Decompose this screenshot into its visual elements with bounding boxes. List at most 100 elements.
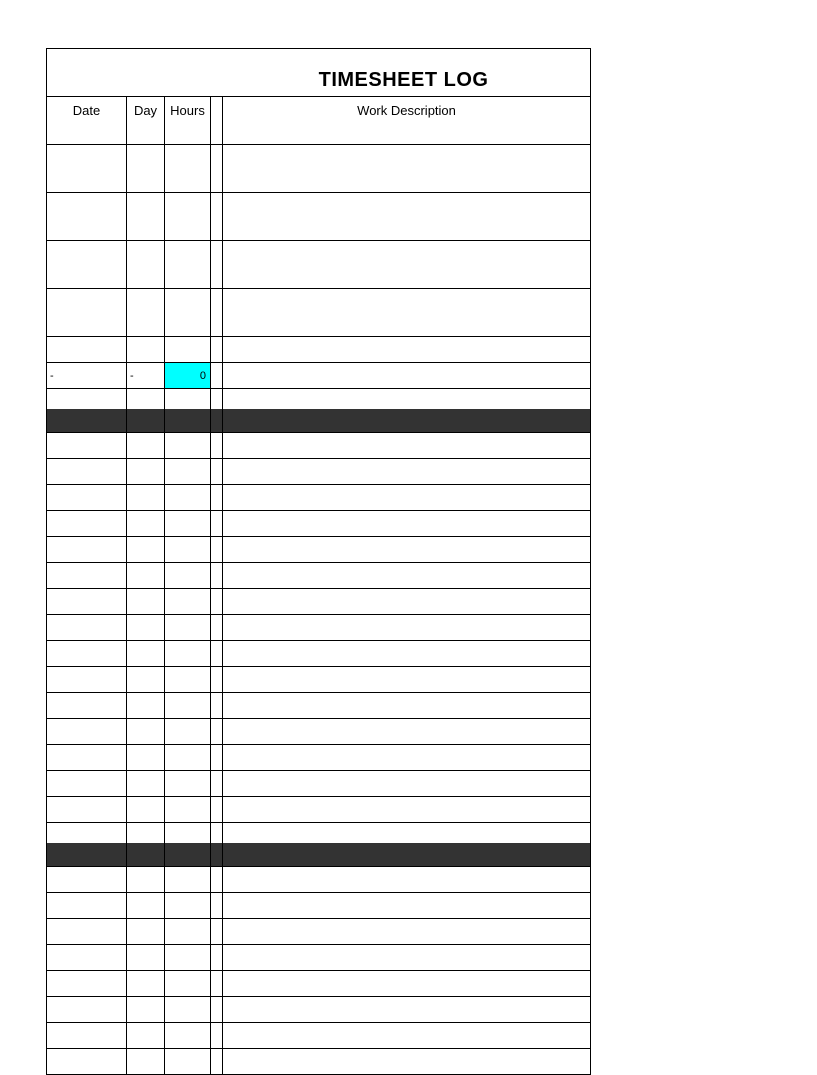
table-cell bbox=[211, 485, 223, 511]
table-cell bbox=[165, 919, 211, 945]
table-cell bbox=[47, 511, 127, 537]
table-cell bbox=[165, 615, 211, 641]
table-cell bbox=[127, 389, 165, 409]
table-cell bbox=[47, 893, 127, 919]
page-title: TIMESHEET LOG bbox=[217, 69, 590, 92]
table-cell bbox=[165, 459, 211, 485]
table-cell bbox=[127, 667, 165, 693]
table-row bbox=[47, 289, 591, 337]
table-cell bbox=[47, 459, 127, 485]
table-row bbox=[47, 241, 591, 289]
table-cell bbox=[165, 667, 211, 693]
table-cell bbox=[165, 797, 211, 823]
table-cell bbox=[223, 1049, 591, 1075]
table-cell bbox=[127, 823, 165, 843]
table-cell bbox=[211, 241, 223, 289]
table-cell bbox=[211, 615, 223, 641]
separator-row bbox=[211, 843, 223, 867]
table-row bbox=[47, 667, 591, 693]
table-cell bbox=[165, 867, 211, 893]
table-cell bbox=[165, 563, 211, 589]
table-cell bbox=[47, 537, 127, 563]
table-row bbox=[47, 1023, 591, 1049]
separator-row bbox=[47, 843, 127, 867]
table-cell bbox=[223, 459, 591, 485]
column-gap bbox=[211, 363, 223, 389]
table-row bbox=[47, 1049, 591, 1075]
table-row bbox=[47, 563, 591, 589]
table-row bbox=[47, 971, 591, 997]
table-cell bbox=[165, 719, 211, 745]
separator-row bbox=[223, 843, 591, 867]
table-cell bbox=[165, 971, 211, 997]
table-cell bbox=[223, 745, 591, 771]
table-cell bbox=[223, 289, 591, 337]
table-row bbox=[47, 693, 591, 719]
table-cell bbox=[165, 241, 211, 289]
table-cell bbox=[47, 145, 127, 193]
table-row bbox=[47, 919, 591, 945]
table-cell bbox=[211, 893, 223, 919]
totals-desc bbox=[223, 363, 591, 389]
table-cell bbox=[127, 719, 165, 745]
separator-row bbox=[165, 409, 211, 433]
table-cell bbox=[165, 389, 211, 409]
table-cell bbox=[47, 693, 127, 719]
table-cell bbox=[211, 1049, 223, 1075]
table-cell bbox=[165, 511, 211, 537]
table-cell bbox=[223, 537, 591, 563]
table-cell bbox=[127, 337, 165, 363]
table-row bbox=[47, 433, 591, 459]
table-cell bbox=[211, 641, 223, 667]
table-cell bbox=[47, 241, 127, 289]
table-cell bbox=[223, 667, 591, 693]
table-cell bbox=[165, 537, 211, 563]
table-cell bbox=[127, 693, 165, 719]
table-row bbox=[47, 771, 591, 797]
table-cell bbox=[211, 563, 223, 589]
table-cell bbox=[223, 337, 591, 363]
table-cell bbox=[223, 615, 591, 641]
table-cell bbox=[223, 485, 591, 511]
table-cell bbox=[223, 241, 591, 289]
separator-row bbox=[47, 409, 127, 433]
table-cell bbox=[127, 893, 165, 919]
table-row bbox=[47, 193, 591, 241]
table-cell bbox=[127, 971, 165, 997]
table-cell bbox=[127, 433, 165, 459]
table-cell bbox=[223, 145, 591, 193]
table-cell bbox=[47, 823, 127, 843]
table-cell bbox=[127, 537, 165, 563]
table-row bbox=[47, 537, 591, 563]
table-cell bbox=[211, 337, 223, 363]
table-cell bbox=[165, 693, 211, 719]
table-cell bbox=[47, 1023, 127, 1049]
table-cell bbox=[47, 745, 127, 771]
column-header-day: Day bbox=[127, 97, 165, 145]
table-cell bbox=[127, 485, 165, 511]
separator-row bbox=[211, 409, 223, 433]
table-cell bbox=[165, 145, 211, 193]
separator-row bbox=[127, 843, 165, 867]
table-cell bbox=[47, 945, 127, 971]
table-cell bbox=[127, 797, 165, 823]
table-cell bbox=[165, 485, 211, 511]
table-cell bbox=[127, 945, 165, 971]
table-cell bbox=[127, 193, 165, 241]
table-cell bbox=[211, 389, 223, 409]
table-cell bbox=[47, 719, 127, 745]
table-cell bbox=[127, 615, 165, 641]
table-row bbox=[47, 615, 591, 641]
table-cell bbox=[211, 433, 223, 459]
table-cell bbox=[165, 193, 211, 241]
table-row bbox=[47, 459, 591, 485]
table-row bbox=[47, 745, 591, 771]
timesheet-grid: TIMESHEET LOGDateDayHoursWork Descriptio… bbox=[46, 48, 591, 1075]
table-cell bbox=[223, 589, 591, 615]
table-cell bbox=[165, 641, 211, 667]
table-cell bbox=[165, 945, 211, 971]
table-cell bbox=[211, 745, 223, 771]
table-cell bbox=[127, 511, 165, 537]
table-cell bbox=[211, 919, 223, 945]
table-cell bbox=[211, 667, 223, 693]
